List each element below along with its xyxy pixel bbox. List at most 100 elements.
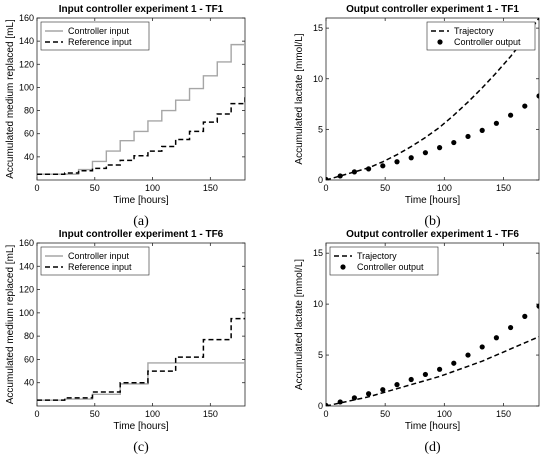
series-controller-output-point — [351, 169, 357, 175]
series-controller-output-point — [465, 352, 471, 358]
y-axis-label: Accumulated medium replaced [mL] — [5, 19, 16, 179]
y-tick-label: 140 — [19, 261, 34, 271]
x-tick-label: 100 — [437, 183, 452, 193]
y-tick-label: 10 — [313, 299, 323, 309]
y-tick-label: 140 — [19, 36, 34, 46]
series-controller-output-point — [408, 155, 414, 161]
x-tick-label: 0 — [34, 183, 39, 193]
series-controller-output-point — [337, 173, 343, 179]
series-group — [326, 18, 539, 180]
y-tick-label: 15 — [313, 23, 323, 33]
y-tick-label: 10 — [313, 74, 323, 84]
series-controller-output-point — [536, 303, 539, 309]
chart-panel-3: 40 60 80 100 120 140 160 0 50 100 150 Input control… — [5, 229, 246, 455]
series-controller-output-point — [422, 150, 428, 156]
series-controller-output-point — [337, 399, 343, 405]
y-tick-label: 120 — [19, 285, 34, 295]
legend-controller-output-marker — [437, 39, 443, 45]
x-tick-label: 150 — [496, 409, 511, 419]
series-reference-input-line — [37, 94, 245, 175]
series-controller-output-point — [380, 387, 386, 393]
x-tick-label: 50 — [90, 409, 100, 419]
y-tick-label: 0 — [318, 175, 323, 185]
series-controller-output-point — [451, 360, 457, 366]
legend-reference-input-label: Reference input — [68, 262, 132, 272]
y-tick-label: 100 — [19, 82, 34, 92]
series-controller-output-point — [479, 127, 485, 133]
series-controller-output-point — [366, 166, 372, 172]
y-tick-label: 40 — [24, 152, 34, 162]
legend-box — [329, 246, 439, 276]
y-tick-label: 15 — [313, 248, 323, 258]
chart-title: Input controller experiment 1 - TF1 — [59, 4, 224, 15]
x-tick-label: 150 — [203, 409, 218, 419]
x-tick-label: 100 — [437, 409, 452, 419]
x-axis-label: Time [hours] — [113, 195, 168, 206]
panel-label: (b) — [424, 214, 441, 229]
legend-controller-output-marker — [340, 264, 346, 270]
y-axis-label: Accumulated lactate [mmol/L] — [294, 259, 305, 390]
y-axis-label: Accumulated medium replaced [mL] — [5, 245, 16, 405]
x-axis-label: Time [hours] — [405, 195, 460, 206]
series-controller-output-point — [508, 112, 514, 118]
legend-controller-input-label: Controller input — [68, 26, 130, 36]
series-reference-input-line — [37, 317, 245, 401]
y-axis-label: Accumulated lactate [mmol/L] — [294, 33, 305, 164]
series-controller-output-point — [366, 391, 372, 397]
series-group — [326, 303, 539, 406]
x-tick-label: 150 — [496, 183, 511, 193]
y-tick-label: 80 — [24, 106, 34, 116]
y-tick-label: 120 — [19, 59, 34, 69]
y-tick-label: 100 — [19, 308, 34, 318]
legend-controller-input-label: Controller input — [68, 251, 130, 261]
y-tick-label: 0 — [318, 401, 323, 411]
chart-panel-1: 40 60 80 100 120 140 160 0 50 100 150 Input control… — [5, 4, 246, 229]
series-controller-output-point — [422, 371, 428, 378]
x-tick-label: 100 — [145, 409, 160, 419]
chart-title: Output controller experiment 1 - TF6 — [346, 229, 519, 240]
series-controller-output-point — [351, 395, 357, 401]
panel-label: (a) — [133, 214, 149, 229]
series-group — [37, 43, 245, 175]
legend-trajectory-label: Trajectory — [357, 251, 397, 261]
y-tick-label: 160 — [19, 13, 34, 23]
series-controller-output-point — [437, 145, 443, 151]
series-controller-output-point — [326, 176, 329, 180]
series-controller-output-point — [451, 139, 457, 146]
series-controller-input-line — [37, 43, 245, 175]
series-controller-output-point — [394, 382, 400, 388]
y-tick-label: 5 — [318, 350, 323, 360]
legend-controller-output-label: Controller output — [357, 262, 424, 272]
x-tick-label: 0 — [323, 183, 328, 193]
series-trajectory-line — [326, 336, 539, 406]
y-tick-label: 60 — [24, 354, 34, 364]
series-controller-output-point — [479, 344, 485, 350]
panel-label: (d) — [424, 440, 441, 455]
legend-controller-output-label: Controller output — [454, 37, 521, 47]
x-tick-label: 150 — [203, 183, 218, 193]
series-trajectory-line — [326, 18, 539, 180]
x-axis-label: Time [hours] — [405, 421, 460, 432]
series-controller-output-point — [522, 103, 528, 109]
series-controller-output-point — [380, 163, 386, 169]
series-controller-output-point — [326, 402, 329, 406]
series-controller-output-point — [493, 120, 499, 126]
legend-box — [40, 246, 150, 276]
series-controller-output-point — [437, 366, 443, 372]
series-controller-output-point — [508, 324, 514, 331]
series-controller-output-point — [493, 335, 499, 341]
x-tick-label: 50 — [380, 409, 390, 419]
y-tick-label: 60 — [24, 129, 34, 139]
x-tick-label: 0 — [323, 409, 328, 419]
x-tick-label: 50 — [380, 183, 390, 193]
series-controller-output-point — [522, 313, 528, 319]
y-tick-label: 40 — [24, 378, 34, 388]
y-tick-label: 5 — [318, 124, 323, 134]
series-group — [37, 317, 245, 401]
